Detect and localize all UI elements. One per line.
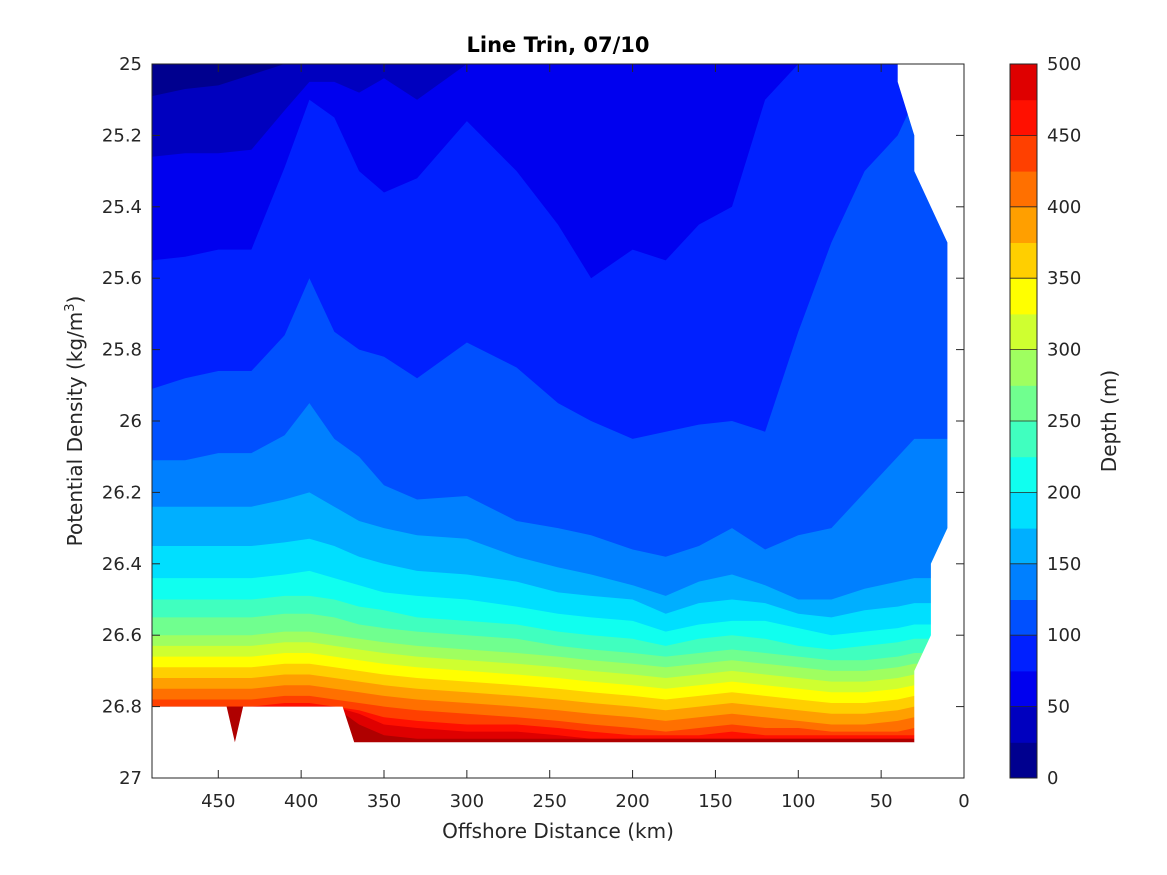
colorbar-tick-label: 250 <box>1047 411 1081 432</box>
mask-right <box>897 64 964 778</box>
colorbar-segment <box>1010 742 1037 779</box>
y-tick-label: 26.2 <box>102 482 142 503</box>
x-axis: 450 400 350 300 250 200 150 100 50 0 <box>201 64 970 812</box>
chart-title: Line Trin, 07/10 <box>466 33 649 57</box>
y-axis: 25 25.2 25.4 25.6 25.8 26 26.2 26.4 26.6 26.8 27 <box>102 54 964 789</box>
x-tick-label: 450 <box>201 791 235 812</box>
colorbar-segment <box>1010 278 1037 315</box>
y-tick-label: 27 <box>119 768 142 789</box>
y-tick-label: 25.4 <box>102 197 142 218</box>
y-tick-label: 26 <box>119 411 142 432</box>
x-tick-label: 50 <box>870 791 893 812</box>
colorbar-segment <box>1010 171 1037 208</box>
colorbar-segment <box>1010 349 1037 386</box>
x-tick-label: 200 <box>615 791 649 812</box>
colorbar-segment <box>1010 528 1037 565</box>
plot-area <box>151 63 965 779</box>
y-tick-label: 25.2 <box>102 125 142 146</box>
colorbar-tick-label: 400 <box>1047 197 1081 218</box>
colorbar-segment <box>1010 99 1037 136</box>
colorbar-segment <box>1010 421 1037 458</box>
colorbar-tick-label: 50 <box>1047 697 1070 718</box>
colorbar-segment <box>1010 563 1037 600</box>
colorbar <box>1009 63 1038 779</box>
x-tick-label: 400 <box>284 791 318 812</box>
colorbar-segment <box>1010 206 1037 243</box>
y-axis-label-end: ) <box>63 296 87 304</box>
colorbar-tick-label: 0 <box>1047 768 1058 789</box>
x-tick-label: 350 <box>367 791 401 812</box>
x-tick-label: 250 <box>533 791 567 812</box>
mask-bottom <box>152 706 964 778</box>
x-tick-label: 300 <box>450 791 484 812</box>
y-tick-label: 26.6 <box>102 625 142 646</box>
colorbar-segment <box>1010 706 1037 743</box>
x-tick-label: 100 <box>781 791 815 812</box>
colorbar-label: Depth (m) <box>1097 370 1121 472</box>
colorbar-segment <box>1010 242 1037 279</box>
colorbar-ticks: 0 50 100 150 200 250 300 350 400 450 500 <box>1010 54 1081 789</box>
colorbar-tick-label: 300 <box>1047 340 1081 361</box>
colorbar-tick-label: 100 <box>1047 625 1081 646</box>
y-tick-label: 26.8 <box>102 697 142 718</box>
x-tick-label: 0 <box>958 791 969 812</box>
colorbar-tick-label: 500 <box>1047 54 1081 75</box>
colorbar-segment <box>1010 385 1037 422</box>
data-mask <box>152 64 964 778</box>
colorbar-segment <box>1010 135 1037 172</box>
colorbar-tick-label: 200 <box>1047 482 1081 503</box>
y-tick-label: 25 <box>119 54 142 75</box>
colorbar-segment <box>1010 64 1037 101</box>
y-tick-label: 25.6 <box>102 268 142 289</box>
y-tick-label: 26.4 <box>102 554 142 575</box>
contour-fills <box>152 64 964 778</box>
colorbar-segment <box>1010 456 1037 493</box>
y-tick-label: 25.8 <box>102 340 142 361</box>
colorbar-segment <box>1010 492 1037 529</box>
x-tick-label: 150 <box>698 791 732 812</box>
colorbar-segment <box>1010 635 1037 672</box>
y-axis-label: Potential Density (kg/m3) <box>63 296 87 547</box>
colorbar-segment <box>1010 599 1037 636</box>
colorbar-segment <box>1010 670 1037 708</box>
x-axis-label: Offshore Distance (km) <box>442 819 674 843</box>
colorbar-tick-label: 450 <box>1047 125 1081 146</box>
colorbar-tick-label: 150 <box>1047 554 1081 575</box>
colorbar-tick-label: 350 <box>1047 268 1081 289</box>
y-axis-label-main: Potential Density (kg/m <box>63 312 87 547</box>
colorbar-segment <box>1010 313 1037 351</box>
y-axis-label-sup: 3 <box>63 303 78 311</box>
